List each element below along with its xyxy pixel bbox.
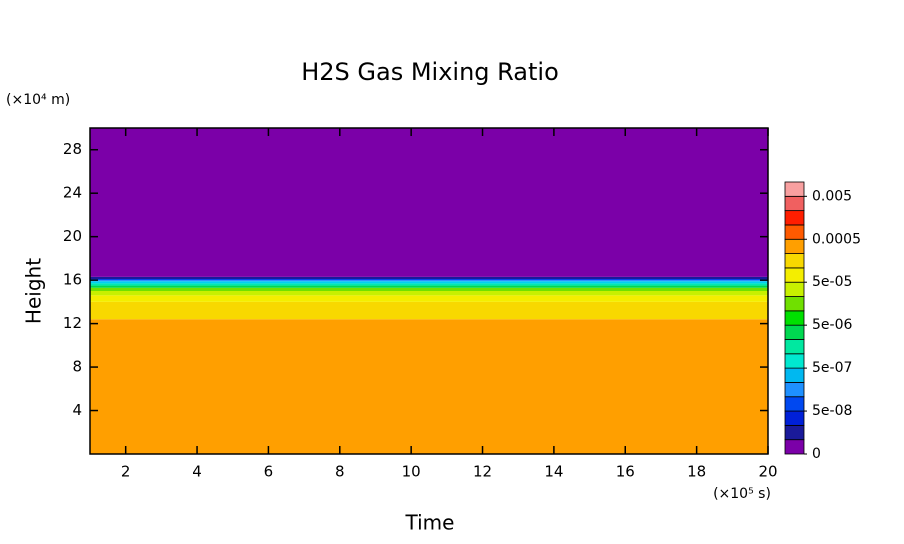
colorbar-swatch: [784, 410, 805, 426]
colorbar-swatch: [784, 296, 805, 312]
colorbar-swatch: [784, 439, 805, 455]
colorbar-swatch: [784, 281, 805, 297]
x-tick-label: 20: [758, 463, 777, 481]
y-tick-label: 20: [63, 227, 82, 245]
y-unit: (×10⁴ m): [6, 92, 70, 108]
colorbar-swatch: [784, 195, 805, 212]
x-axis-label: Time: [405, 511, 455, 535]
x-tick-label: 4: [192, 463, 202, 481]
contour-band: [90, 319, 768, 454]
y-tick-label: 4: [72, 401, 82, 419]
contour-band: [90, 283, 768, 286]
colorbar-label: 5e-06: [812, 317, 852, 333]
x-tick-label: 10: [402, 463, 421, 481]
x-tick-label: 14: [544, 463, 563, 481]
contour-band: [90, 287, 768, 291]
colorbar-swatch: [784, 396, 805, 412]
y-tick-label: 16: [63, 271, 82, 289]
x-tick-label: 16: [616, 463, 635, 481]
colorbar-swatch: [784, 224, 805, 240]
contour-band: [90, 281, 768, 284]
x-unit: (×10⁵ s): [713, 486, 771, 502]
colorbar-swatch: [784, 324, 805, 340]
colorbar-label: 5e-05: [812, 274, 852, 290]
colorbar-swatch: [784, 310, 805, 326]
colorbar-label: 5e-08: [812, 403, 852, 419]
colorbar-swatch: [784, 181, 805, 197]
contour-field: [90, 128, 768, 454]
contour-band: [90, 276, 768, 280]
colorbar-label: 0.005: [812, 188, 852, 204]
x-tick-label: 8: [335, 463, 345, 481]
colorbar-label: 5e-07: [812, 360, 852, 376]
chart-title: H2S Gas Mixing Ratio: [301, 58, 559, 86]
colorbar-swatch: [784, 382, 805, 398]
colorbar-swatch: [784, 238, 805, 254]
colorbar-swatch: [784, 267, 805, 283]
y-tick-label: 28: [63, 140, 82, 158]
x-tick-label: 12: [473, 463, 492, 481]
axes: [89, 127, 769, 455]
colorbar-label: 0.0005: [812, 231, 861, 247]
colorbar-swatch: [784, 424, 805, 441]
y-tick-label: 8: [72, 358, 82, 376]
contour-band: [90, 285, 768, 288]
plot-frame: [89, 127, 769, 455]
contour-band: [90, 279, 768, 281]
y-axis-label: Height: [22, 258, 46, 324]
contour-band: [90, 128, 768, 277]
colorbar-swatch: [784, 339, 805, 355]
y-tick-label: 12: [63, 314, 82, 332]
colorbar-swatch: [784, 210, 805, 226]
y-tick-label: 24: [63, 184, 82, 202]
contour-band: [90, 301, 768, 320]
x-tick-label: 6: [264, 463, 274, 481]
colorbar-swatch: [784, 353, 805, 369]
colorbar-swatch: [784, 253, 805, 269]
x-tick-label: 2: [121, 463, 131, 481]
contour-band: [90, 291, 768, 296]
contour-band: [90, 295, 768, 302]
colorbar-swatch: [784, 367, 805, 383]
colorbar-label: 0: [812, 446, 821, 462]
x-tick-label: 18: [687, 463, 706, 481]
contour-band: [90, 280, 768, 282]
